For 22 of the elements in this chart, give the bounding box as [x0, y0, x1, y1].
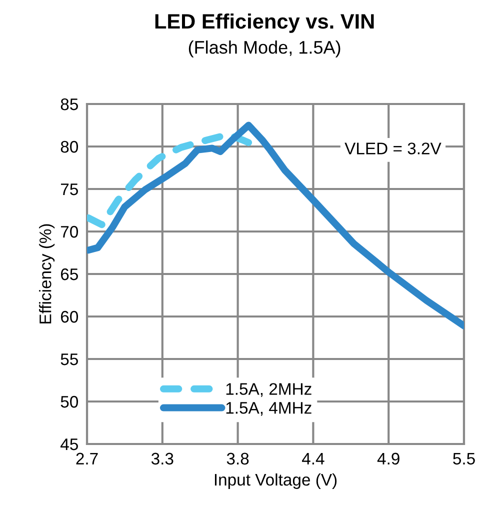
- legend-label: 1.5A, 2MHz: [226, 383, 312, 397]
- y-tick-label: 45: [60, 438, 78, 450]
- x-tick-label: 4.9: [377, 452, 400, 465]
- y-tick-label: 75: [60, 184, 78, 196]
- y-axis-title: Efficiency (%): [39, 224, 55, 324]
- y-tick-label: 70: [60, 226, 78, 238]
- x-tick-label: 3.8: [226, 452, 249, 465]
- y-tick-label: 85: [60, 98, 78, 110]
- chart-title: LED Efficiency vs. VIN: [155, 13, 374, 33]
- y-tick-label: 50: [60, 396, 78, 408]
- chart-subtitle: (Flash Mode, 1.5A): [188, 40, 340, 58]
- x-tick-label: 4.4: [302, 452, 324, 464]
- y-tick-label: 60: [60, 310, 78, 323]
- y-tick-label: 80: [60, 140, 78, 153]
- x-tick-label: 2.7: [76, 452, 98, 464]
- y-tick-label: 55: [60, 354, 78, 366]
- y-tick-label: 65: [60, 268, 78, 280]
- annotation: VLED = 3.2V: [344, 142, 442, 154]
- x-tick-label: 5.5: [453, 452, 475, 465]
- x-axis-title: Input Voltage (V): [214, 473, 337, 489]
- legend-label: 1.5A, 4MHz: [226, 402, 312, 416]
- x-tick-label: 3.3: [151, 452, 174, 465]
